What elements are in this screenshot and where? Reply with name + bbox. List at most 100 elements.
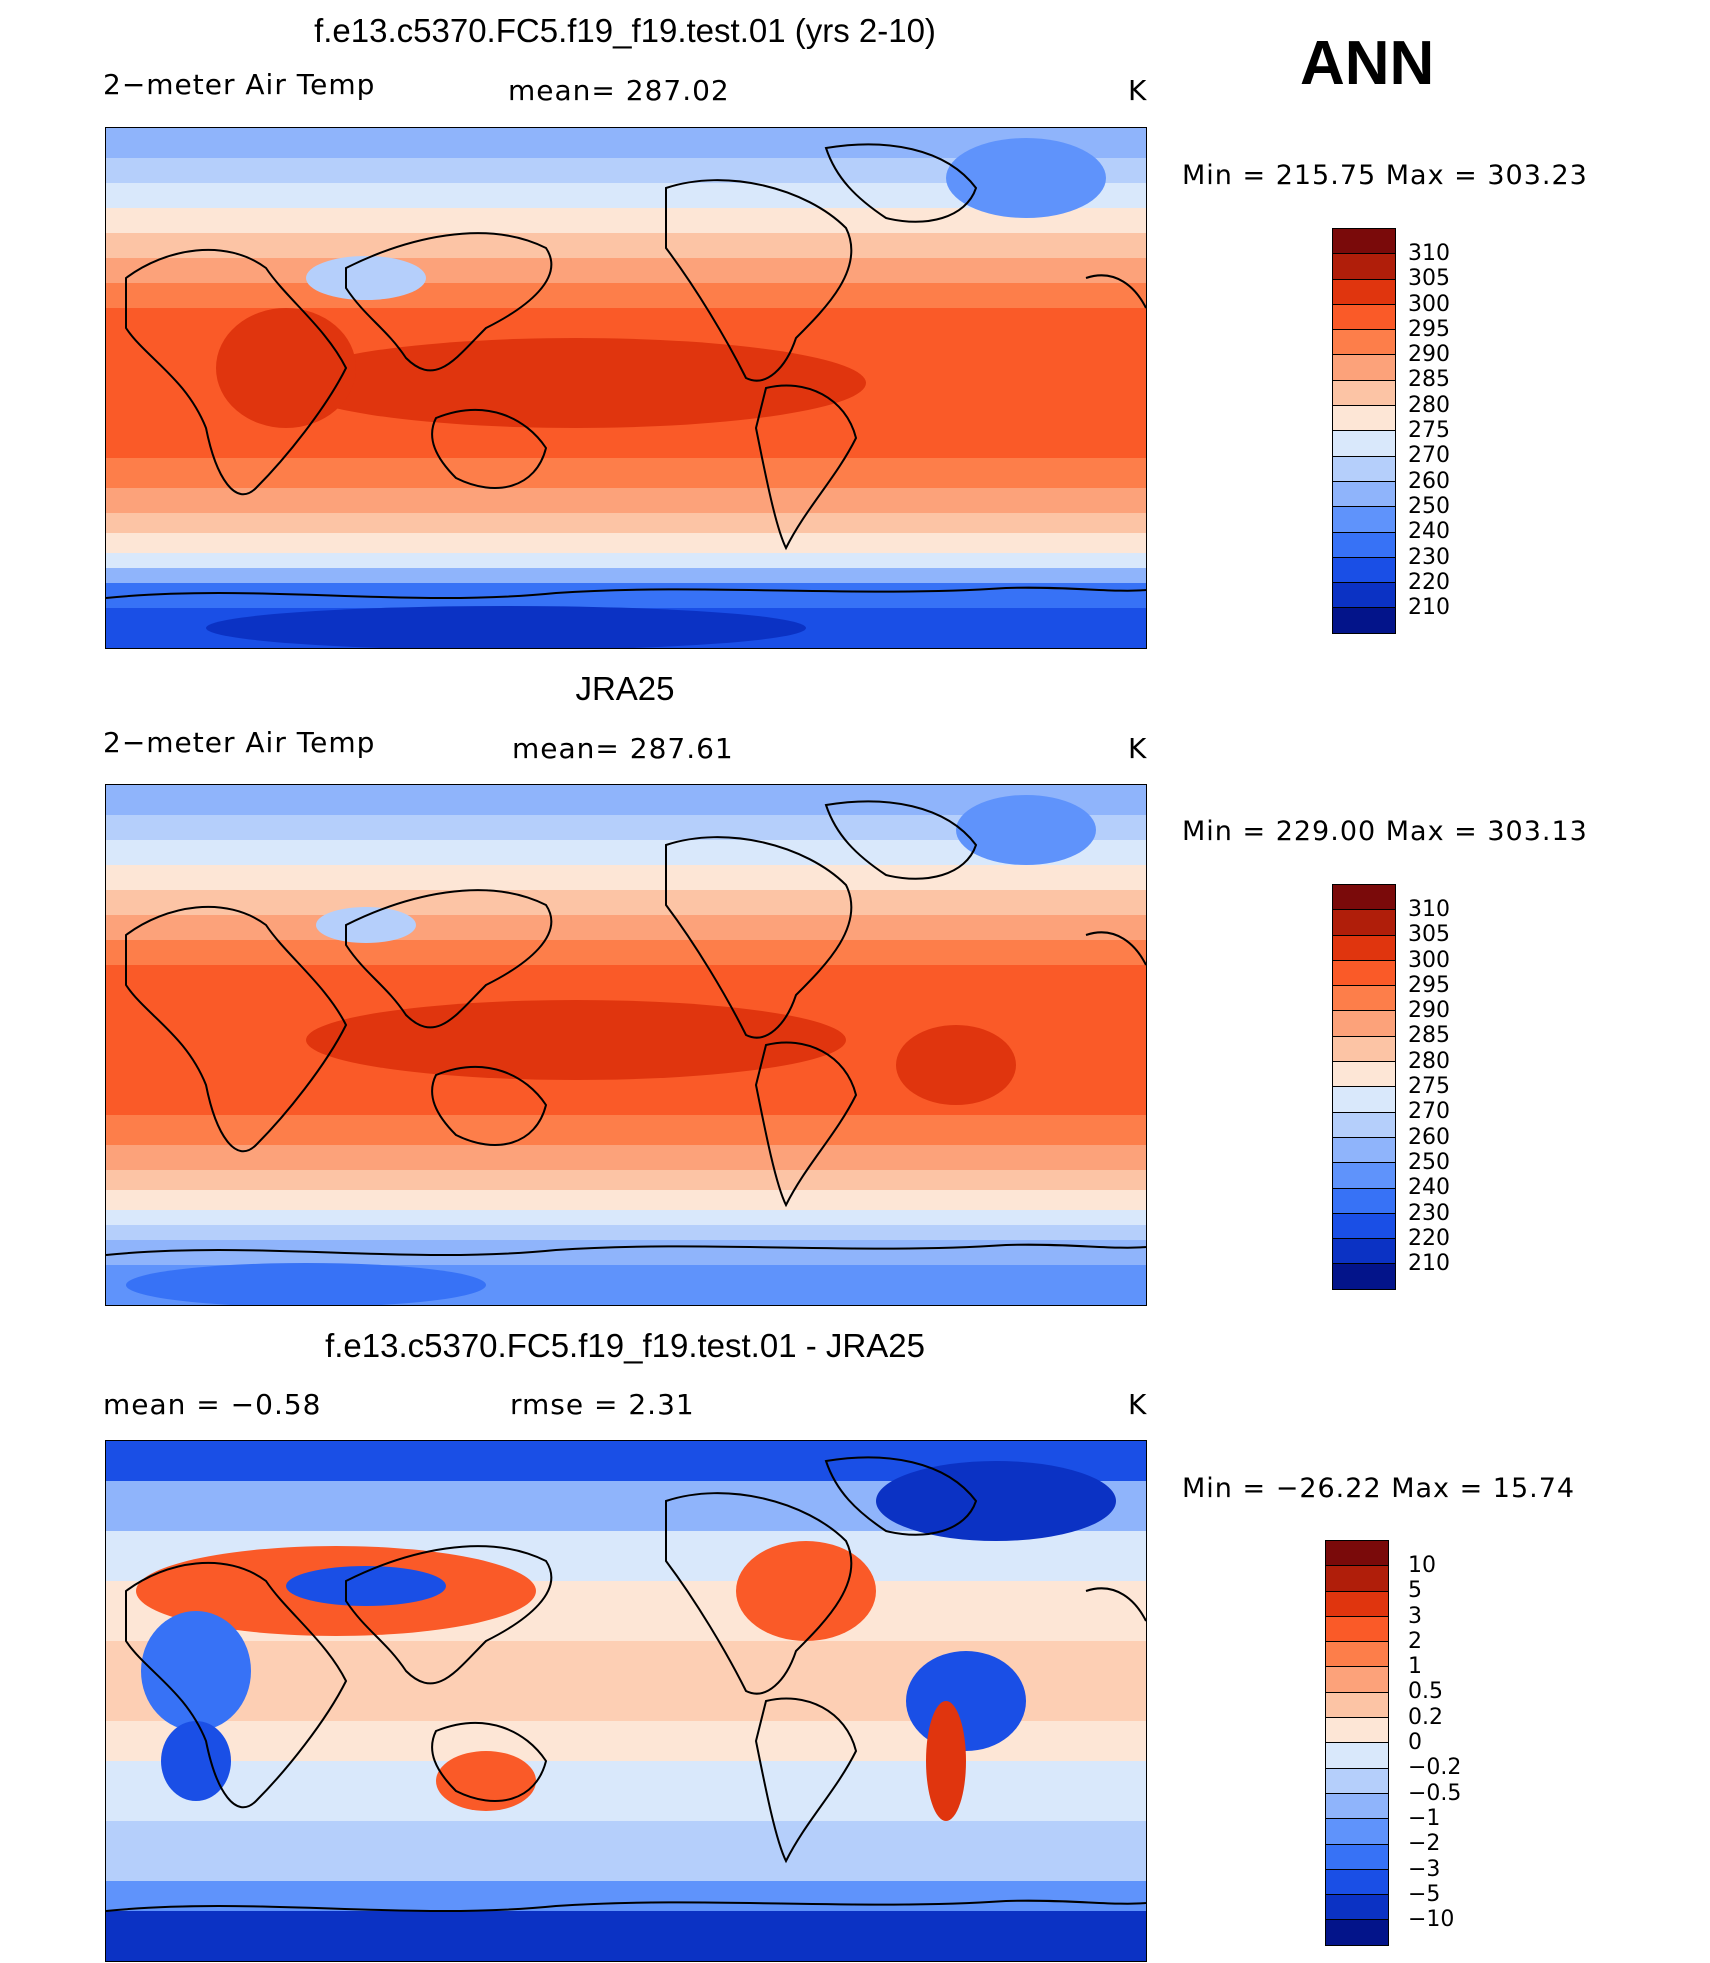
map-model (105, 127, 1147, 649)
colorbar-tick-label: −10 (1408, 1907, 1455, 1933)
colorbar-tick-label: 220 (1408, 1225, 1450, 1251)
colorbar-swatch (1333, 1137, 1395, 1164)
colorbar-tick-label: 2 (1408, 1628, 1422, 1654)
colorbar-tick-label: −1 (1408, 1805, 1441, 1831)
colorbar-model (1332, 228, 1396, 634)
colorbar-swatch (1333, 456, 1395, 482)
colorbar-swatch (1333, 1188, 1395, 1214)
colorbar-labels-model: 310 305 300 295 290 285 280 275 270 260 250 240 230 2… (1408, 241, 1450, 620)
colorbar-swatch (1333, 1087, 1395, 1113)
colorbar-swatch (1326, 1718, 1388, 1744)
colorbar-tick-label: 250 (1408, 493, 1450, 519)
colorbar-tick-label: 295 (1408, 972, 1450, 998)
colorbar-tick-label: 210 (1408, 1251, 1450, 1277)
colorbar-swatch (1333, 986, 1395, 1012)
colorbar-tick-label: 295 (1408, 316, 1450, 342)
colorbar-swatch (1326, 1616, 1388, 1643)
colorbar-tick-label: −0.2 (1408, 1755, 1462, 1781)
colorbar-swatch (1333, 1163, 1395, 1189)
variable-label-model: 2−meter Air Temp (103, 68, 376, 101)
colorbar-swatches-diff (1326, 1541, 1388, 1946)
colorbar-tick-label: 230 (1408, 1200, 1450, 1226)
colorbar-swatch (1333, 1036, 1395, 1063)
colorbar-swatch (1333, 254, 1395, 280)
colorbar-swatch (1326, 1920, 1388, 1946)
colorbar-swatch (1333, 431, 1395, 457)
units-label-diff: K (1128, 1388, 1148, 1421)
colorbar-tick-label: 0.2 (1408, 1704, 1443, 1730)
colorbar-swatch (1333, 507, 1395, 533)
colorbar-swatches-model (1333, 229, 1395, 634)
colorbar-swatch (1326, 1869, 1388, 1896)
colorbar-tick-label: 290 (1408, 342, 1450, 368)
colorbar-swatch (1333, 1062, 1395, 1088)
colorbar-tick-label: 280 (1408, 392, 1450, 418)
colorbar-tick-label: 1 (1408, 1654, 1422, 1680)
colorbar-swatch (1333, 885, 1395, 911)
panel-title-obs: JRA25 (575, 670, 675, 707)
colorbar-swatch (1326, 1844, 1388, 1870)
minmax-label-model: Min = 215.75 Max = 303.23 (1182, 160, 1588, 191)
colorbar-tick-label: 240 (1408, 1175, 1450, 1201)
colorbar-swatch (1326, 1768, 1388, 1794)
colorbar-tick-label: −2 (1408, 1831, 1441, 1857)
colorbar-tick-label: 210 (1408, 595, 1450, 621)
colorbar-swatch (1326, 1743, 1388, 1769)
minmax-label-diff: Min = −26.22 Max = 15.74 (1182, 1473, 1576, 1504)
mean-label-diff: mean = −0.58 (103, 1388, 322, 1421)
colorbar-swatch (1333, 935, 1395, 961)
colorbar-swatch (1326, 1819, 1388, 1845)
map-obs (105, 784, 1147, 1306)
mean-label-obs: mean= 287.61 (512, 732, 734, 765)
colorbar-tick-label: −3 (1408, 1856, 1441, 1882)
temperature-field-obs (106, 785, 1146, 1305)
colorbar-swatch (1333, 608, 1395, 634)
colorbar-tick-label: −0.5 (1408, 1780, 1462, 1806)
colorbar-swatch (1333, 304, 1395, 331)
colorbar-swatch (1333, 583, 1395, 609)
temperature-field-model (106, 128, 1146, 648)
panel-title-model: f.e13.c5370.FC5.f19_f19.test.01 (yrs 2-1… (314, 12, 936, 49)
colorbar-swatch (1333, 1112, 1395, 1138)
colorbar-tick-label: 275 (1408, 418, 1450, 444)
colorbar-swatch (1333, 279, 1395, 305)
colorbar-swatch (1333, 481, 1395, 508)
colorbar-swatch (1333, 330, 1395, 356)
colorbar-tick-label: 310 (1408, 241, 1450, 266)
colorbar-tick-label: 270 (1408, 443, 1450, 469)
colorbar-swatch (1333, 960, 1395, 987)
colorbar-labels-obs: 310 305 300 295 290 285 280 275 270 260 250 240 230 2… (1408, 897, 1450, 1276)
colorbar-tick-label: 305 (1408, 922, 1450, 948)
colorbar-tick-label: 260 (1408, 1124, 1450, 1150)
colorbar-tick-label: 5 (1408, 1578, 1422, 1604)
panel-title-diff: f.e13.c5370.FC5.f19_f19.test.01 - JRA25 (325, 1327, 925, 1364)
colorbar-swatch (1333, 406, 1395, 432)
colorbar-tick-label: 10 (1408, 1553, 1436, 1578)
colorbar-tick-label: 270 (1408, 1099, 1450, 1125)
colorbar-swatch (1333, 1239, 1395, 1265)
colorbar-swatch (1333, 229, 1395, 255)
colorbar-tick-label: 305 (1408, 266, 1450, 292)
difference-field (106, 1441, 1146, 1961)
colorbar-tick-label: 285 (1408, 367, 1450, 393)
colorbar-obs (1332, 884, 1396, 1290)
rmse-label-diff: rmse = 2.31 (510, 1388, 695, 1421)
mean-label-model: mean= 287.02 (508, 74, 730, 107)
colorbar-diff (1325, 1540, 1389, 1946)
season-label: ANN (1300, 29, 1435, 98)
colorbar-swatch (1333, 355, 1395, 381)
colorbar-tick-label: 290 (1408, 998, 1450, 1024)
colorbar-swatch (1326, 1692, 1388, 1719)
variable-label-obs: 2−meter Air Temp (103, 726, 376, 759)
colorbar-tick-label: 260 (1408, 468, 1450, 494)
colorbar-swatch (1326, 1566, 1388, 1592)
colorbar-swatch (1326, 1591, 1388, 1617)
colorbar-tick-label: 285 (1408, 1023, 1450, 1049)
units-label-obs: K (1128, 732, 1148, 765)
colorbar-tick-label: 240 (1408, 519, 1450, 545)
colorbar-swatch (1333, 1011, 1395, 1037)
colorbar-tick-label: 0.5 (1408, 1679, 1443, 1705)
colorbar-swatch (1333, 557, 1395, 584)
colorbar-tick-label: 280 (1408, 1048, 1450, 1074)
colorbar-labels-diff: 10 5 3 2 1 0.5 0.2 0 −0.2 −0.5 −1 −2 −3 −5 −10 (1408, 1553, 1461, 1932)
